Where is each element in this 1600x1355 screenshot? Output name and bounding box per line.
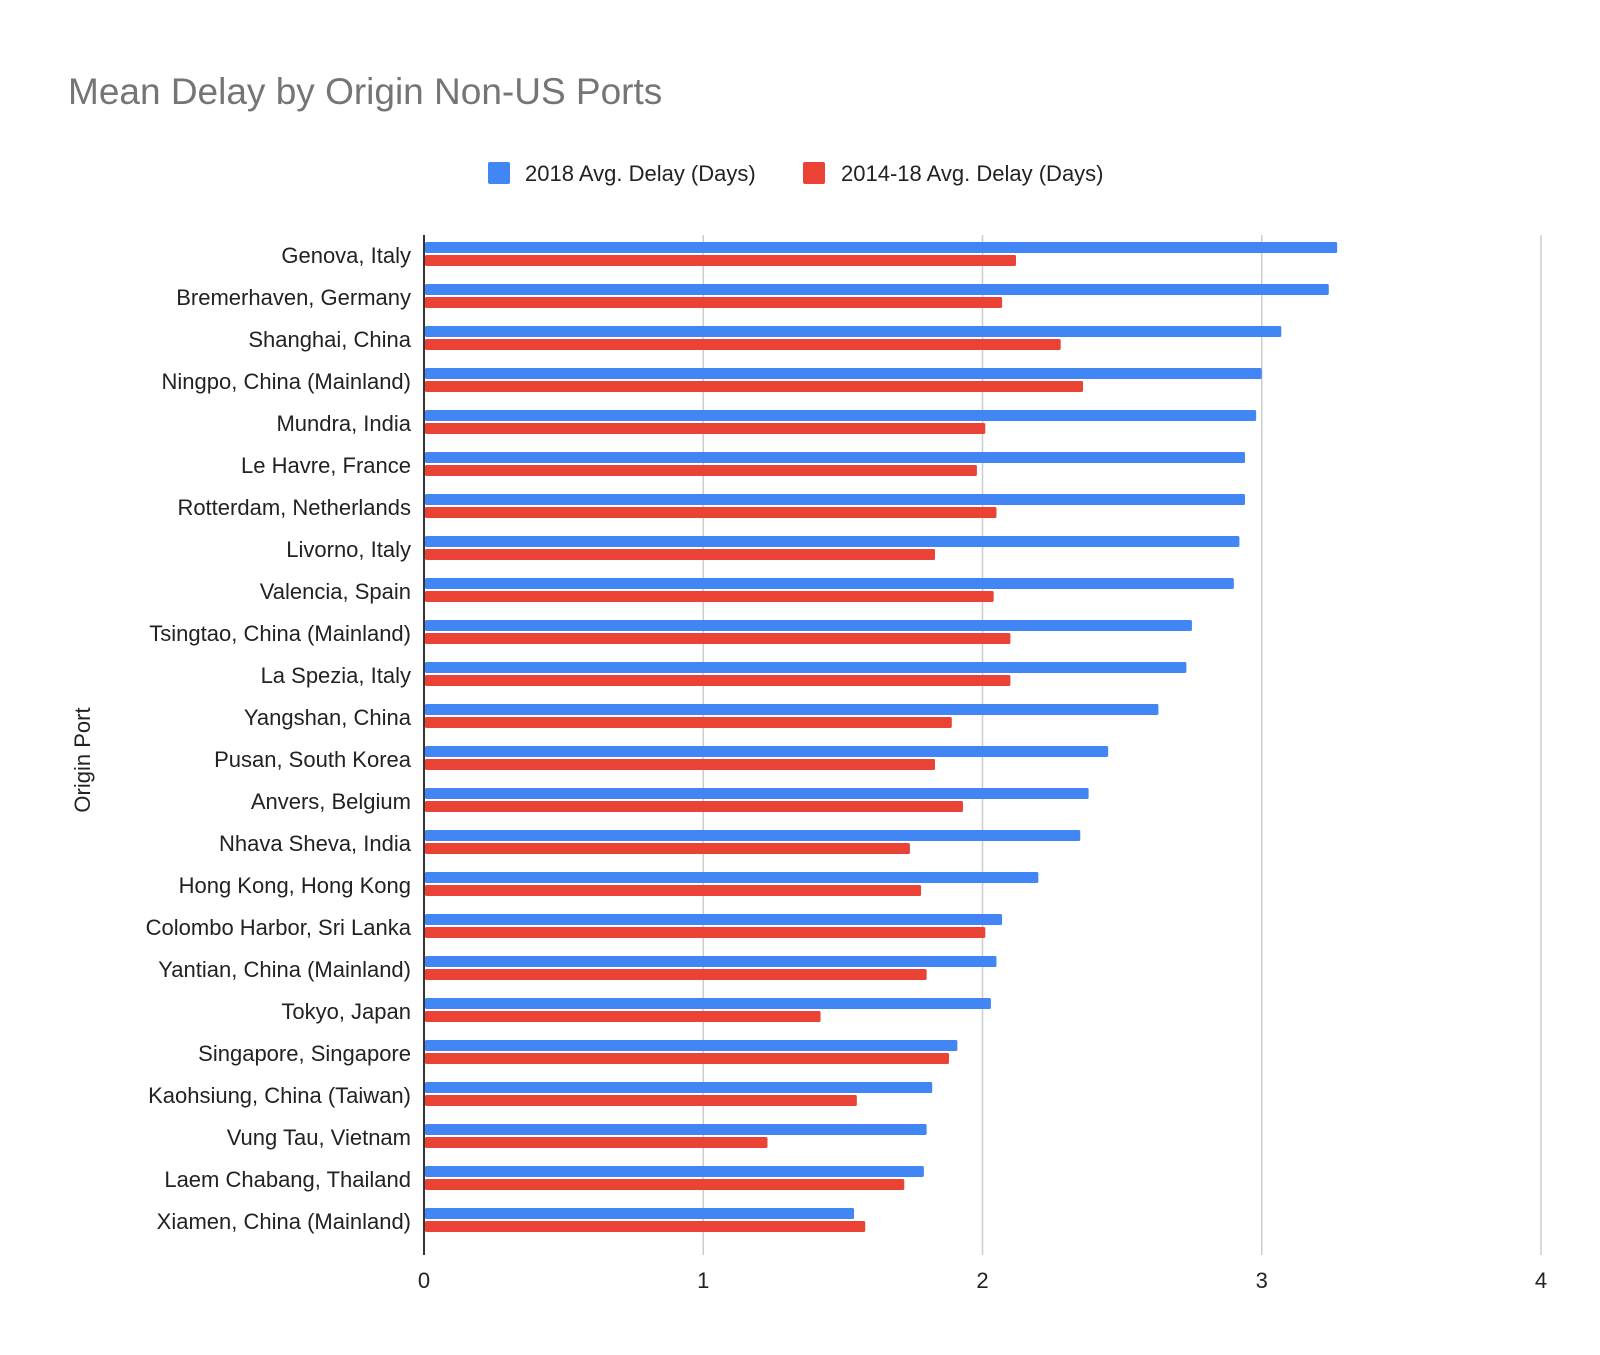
bar-2014-18 (425, 339, 1061, 350)
bar-2018 (425, 872, 1039, 883)
bar-2018 (425, 998, 991, 1009)
category-labels: Genova, Italy Bremerhaven, Germany Shangha… (146, 243, 412, 1234)
bar-2014-18 (425, 1053, 949, 1064)
bar-2014-18 (425, 717, 952, 728)
bar-2014-18 (425, 1179, 905, 1190)
x-tick-label: 2 (976, 1268, 988, 1293)
category-label: Anvers, Belgium (251, 789, 411, 814)
category-label: Singapore, Singapore (198, 1041, 411, 1066)
category-label: Mundra, India (276, 411, 411, 436)
bar-2014-18 (425, 927, 986, 938)
x-tick-label: 1 (697, 1268, 709, 1293)
bar-2018 (425, 284, 1329, 295)
bar-2018 (425, 1166, 924, 1177)
bar-2018 (425, 704, 1159, 715)
bar-2018 (425, 1124, 927, 1135)
category-label: Yangshan, China (244, 705, 412, 730)
category-label: Tsingtao, China (Mainland) (149, 621, 411, 646)
y-axis-title: Origin Port (70, 707, 95, 812)
bar-2018 (425, 1208, 855, 1219)
bar-2018 (425, 830, 1081, 841)
legend-swatch-2014-18 (803, 162, 825, 184)
category-label: Valencia, Spain (260, 579, 411, 604)
category-label: Rotterdam, Netherlands (177, 495, 411, 520)
x-tick-label: 0 (418, 1268, 430, 1293)
bar-2018 (425, 956, 997, 967)
bar-2018 (425, 1040, 958, 1051)
bar-2014-18 (425, 1137, 768, 1148)
category-label: Tokyo, Japan (281, 999, 411, 1024)
chart-title: Mean Delay by Origin Non-US Ports (68, 71, 662, 112)
bar-2018 (425, 452, 1245, 463)
legend: 2018 Avg. Delay (Days) 2014-18 Avg. Dela… (488, 161, 1104, 186)
bar-2018 (425, 620, 1192, 631)
bar-2014-18 (425, 801, 963, 812)
bar-2014-18 (425, 507, 997, 518)
bar-2014-18 (425, 759, 936, 770)
bars (425, 242, 1338, 1232)
bar-2014-18 (425, 255, 1017, 266)
bar-2014-18 (425, 591, 994, 602)
bar-2018 (425, 662, 1187, 673)
legend-label-2014-18: 2014-18 Avg. Delay (Days) (841, 161, 1104, 186)
bar-2018 (425, 536, 1240, 547)
bar-2014-18 (425, 423, 986, 434)
bar-2018 (425, 410, 1257, 421)
x-tick-label: 3 (1256, 1268, 1268, 1293)
category-label: Xiamen, China (Mainland) (157, 1209, 411, 1234)
category-label: Le Havre, France (241, 453, 411, 478)
category-label: Colombo Harbor, Sri Lanka (146, 915, 412, 940)
bar-2014-18 (425, 381, 1084, 392)
legend-swatch-2018 (488, 162, 510, 184)
bar-2014-18 (425, 633, 1011, 644)
category-label: Kaohsiung, China (Taiwan) (148, 1083, 411, 1108)
category-label: Nhava Sheva, India (219, 831, 412, 856)
bar-2014-18 (425, 1095, 857, 1106)
bar-2014-18 (425, 885, 922, 896)
category-label: Ningpo, China (Mainland) (162, 369, 411, 394)
bar-2018 (425, 326, 1282, 337)
category-label: Shanghai, China (248, 327, 411, 352)
legend-label-2018: 2018 Avg. Delay (Days) (525, 161, 756, 186)
bar-2014-18 (425, 1011, 821, 1022)
bar-2018 (425, 746, 1109, 757)
x-axis-ticks: 0 1 2 3 4 (418, 1268, 1547, 1293)
bar-2018 (425, 1082, 933, 1093)
bar-2014-18 (425, 549, 936, 560)
bar-2014-18 (425, 1221, 866, 1232)
bar-2018 (425, 914, 1003, 925)
bar-2018 (425, 494, 1245, 505)
bar-2014-18 (425, 843, 910, 854)
bar-2018 (425, 578, 1234, 589)
bar-2018 (425, 788, 1089, 799)
bar-2014-18 (425, 675, 1011, 686)
category-label: Vung Tau, Vietnam (227, 1125, 411, 1150)
bar-2018 (425, 368, 1262, 379)
bar-2018 (425, 242, 1338, 253)
bar-2014-18 (425, 969, 927, 980)
category-label: Bremerhaven, Germany (176, 285, 411, 310)
category-label: Livorno, Italy (286, 537, 411, 562)
category-label: Genova, Italy (281, 243, 411, 268)
x-tick-label: 4 (1535, 1268, 1547, 1293)
bar-2014-18 (425, 465, 977, 476)
category-label: La Spezia, Italy (261, 663, 411, 688)
category-label: Laem Chabang, Thailand (164, 1167, 411, 1192)
category-label: Hong Kong, Hong Kong (179, 873, 411, 898)
category-label: Yantian, China (Mainland) (158, 957, 411, 982)
category-label: Pusan, South Korea (214, 747, 412, 772)
bar-2014-18 (425, 297, 1003, 308)
